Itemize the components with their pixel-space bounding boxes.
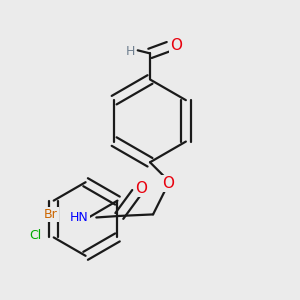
Text: H: H bbox=[125, 45, 135, 58]
Text: Br: Br bbox=[44, 208, 58, 221]
Text: O: O bbox=[135, 181, 147, 196]
Text: Cl: Cl bbox=[29, 230, 41, 242]
Text: O: O bbox=[162, 176, 174, 191]
Text: O: O bbox=[170, 38, 182, 53]
Text: HN: HN bbox=[70, 211, 89, 224]
